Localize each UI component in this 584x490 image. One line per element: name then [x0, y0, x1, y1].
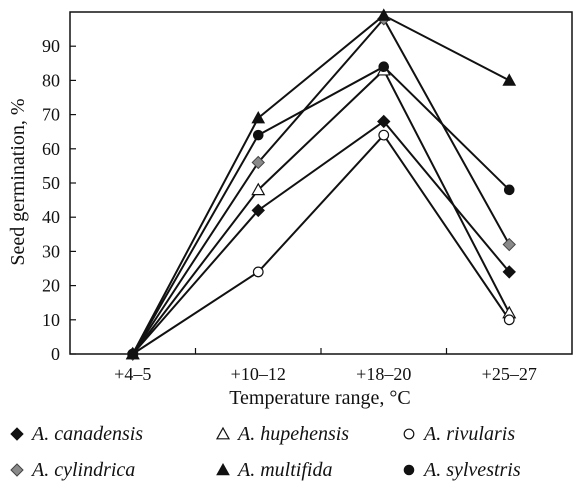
legend-marker: [403, 428, 415, 440]
data-point: [502, 237, 516, 252]
y-tick-label: 10: [42, 310, 60, 330]
legend-label: A. sylvestris: [422, 459, 521, 481]
legend-label: A. cylindrica: [30, 459, 135, 481]
legend-label: A. canadensis: [30, 423, 143, 445]
legend-label: A. hupehensis: [236, 423, 349, 445]
legend-marker: [216, 462, 230, 476]
x-tick-label: +18–20: [356, 364, 411, 384]
x-tick-label: +10–12: [231, 364, 286, 384]
data-point: [251, 203, 265, 218]
x-tick-label: +25–27: [482, 364, 537, 384]
data-point: [377, 114, 391, 129]
legend-marker: [10, 427, 24, 441]
data-point: [503, 314, 515, 326]
data-point: [378, 129, 390, 141]
series-line-1: [131, 68, 511, 355]
x-tick-label: +4–5: [114, 364, 151, 384]
legend-label: A. rivularis: [422, 423, 515, 445]
data-point: [503, 184, 515, 196]
legend-label: A. multifida: [236, 459, 332, 481]
y-tick-label: 80: [42, 70, 60, 90]
y-tick-label: 70: [42, 105, 60, 125]
legend-marker: [403, 464, 415, 476]
series-line-0: [131, 120, 511, 355]
x-axis-title: Temperature range, °C: [229, 387, 411, 409]
legend-marker: [215, 426, 231, 440]
y-tick-label: 0: [51, 344, 60, 364]
data-point: [378, 61, 390, 73]
data-point: [251, 110, 266, 124]
data-point: [252, 266, 264, 278]
series-line-2: [132, 133, 511, 355]
series-line-4: [131, 14, 510, 355]
y-tick-label: 20: [42, 276, 60, 296]
y-axis-title: Seed germination, %: [7, 98, 29, 265]
legend-marker: [10, 463, 24, 477]
series-line-5: [131, 65, 510, 355]
data-point: [502, 73, 517, 86]
y-tick-label: 90: [42, 36, 60, 56]
data-point: [251, 182, 266, 196]
data-point: [127, 348, 139, 360]
y-tick-label: 50: [42, 173, 60, 193]
y-tick-label: 40: [42, 207, 60, 227]
y-tick-label: 60: [42, 139, 60, 159]
data-point: [502, 265, 516, 279]
data-point: [251, 155, 265, 170]
data-point: [252, 129, 264, 141]
legend: A. canadensis A. hupehensis A. rivularis A.…: [10, 423, 521, 481]
plot-area: 0 10 20 30 40 50 60 70 80 90 +4–5 +10–12 +18–20 +25–2…: [42, 8, 573, 384]
series-line-3: [131, 17, 511, 355]
y-tick-label: 30: [42, 241, 60, 261]
data-point: [376, 8, 391, 21]
